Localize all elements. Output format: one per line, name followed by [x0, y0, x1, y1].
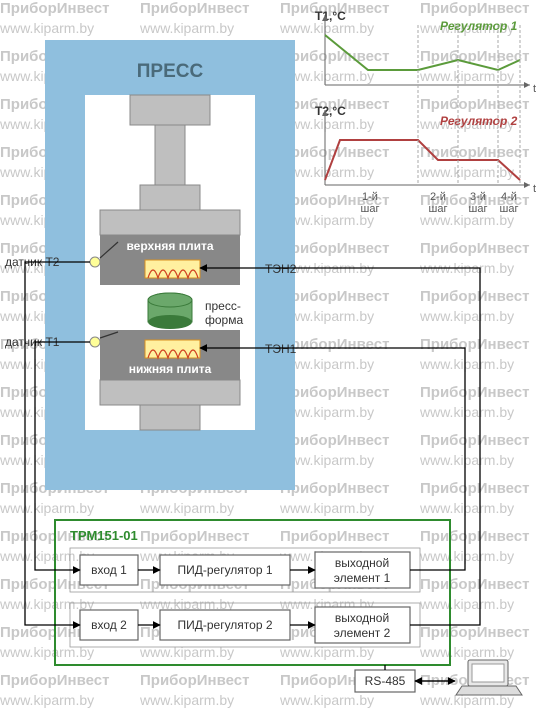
sensor-t2 [90, 257, 100, 267]
chart2-title: Регулятор 2 [440, 114, 518, 128]
pid-2-label: ПИД-регулятор 2 [177, 618, 272, 632]
upper-plate-label: верхняя плита [126, 239, 213, 253]
upper-plate: верхняя плита [100, 235, 240, 285]
chart-1: Т1,°С t Регулятор 1 [315, 9, 536, 95]
input-1-label: вход 1 [91, 563, 127, 577]
channel-2-row: вход 2 ПИД-регулятор 2 выходной элемент … [80, 607, 410, 643]
out-2-label-1: выходной [335, 611, 389, 625]
mold-label-1: пресс- [205, 299, 241, 313]
laptop-icon [456, 660, 522, 695]
input-2-label: вход 2 [91, 618, 127, 632]
lower-plate-label: нижняя плита [129, 362, 212, 376]
rs485-label: RS-485 [365, 674, 406, 688]
heater-lower [145, 340, 200, 358]
press-title: ПРЕСС [137, 61, 204, 82]
out-1-label-1: выходной [335, 556, 389, 570]
chart2-xlabel: t [533, 183, 536, 195]
press-mold [148, 293, 192, 329]
heater-upper-label: ТЭН2 [265, 262, 297, 276]
chart1-xlabel: t [533, 83, 536, 95]
out-2-label-2: элемент 2 [334, 626, 391, 640]
svg-text:4-й: 4-й [501, 191, 517, 203]
svg-text:1-й: 1-й [362, 191, 378, 203]
heater-lower-label: ТЭН1 [265, 342, 297, 356]
mold-label-2: форма [205, 313, 243, 327]
pid-1-label: ПИД-регулятор 1 [177, 563, 272, 577]
diagram-root: ПРЕСС верхняя плита пресс- форма нижняя … [0, 0, 550, 699]
controller-title: ТРМ151-01 [70, 528, 138, 543]
svg-text:шаг: шаг [500, 203, 519, 215]
chart2-ylabel: Т2,°С [315, 104, 346, 118]
channel-1-row: вход 1 ПИД-регулятор 1 выходной элемент … [80, 552, 410, 588]
svg-text:шаг: шаг [361, 203, 380, 215]
svg-text:шаг: шаг [429, 203, 448, 215]
chart-2: Т2,°С t Регулятор 2 [315, 104, 536, 195]
heater-upper [145, 260, 200, 278]
svg-text:3-й: 3-й [470, 191, 486, 203]
svg-text:шаг: шаг [469, 203, 488, 215]
chart-step-labels: 1-йшаг2-йшаг3-йшаг4-йшаг [361, 191, 519, 215]
lower-plate: нижняя плита [100, 330, 240, 380]
chart1-title: Регулятор 1 [440, 19, 518, 33]
svg-text:2-й: 2-й [430, 191, 446, 203]
out-1-label-2: элемент 1 [334, 571, 391, 585]
chart1-ylabel: Т1,°С [315, 9, 346, 23]
sensor-t1 [90, 337, 100, 347]
